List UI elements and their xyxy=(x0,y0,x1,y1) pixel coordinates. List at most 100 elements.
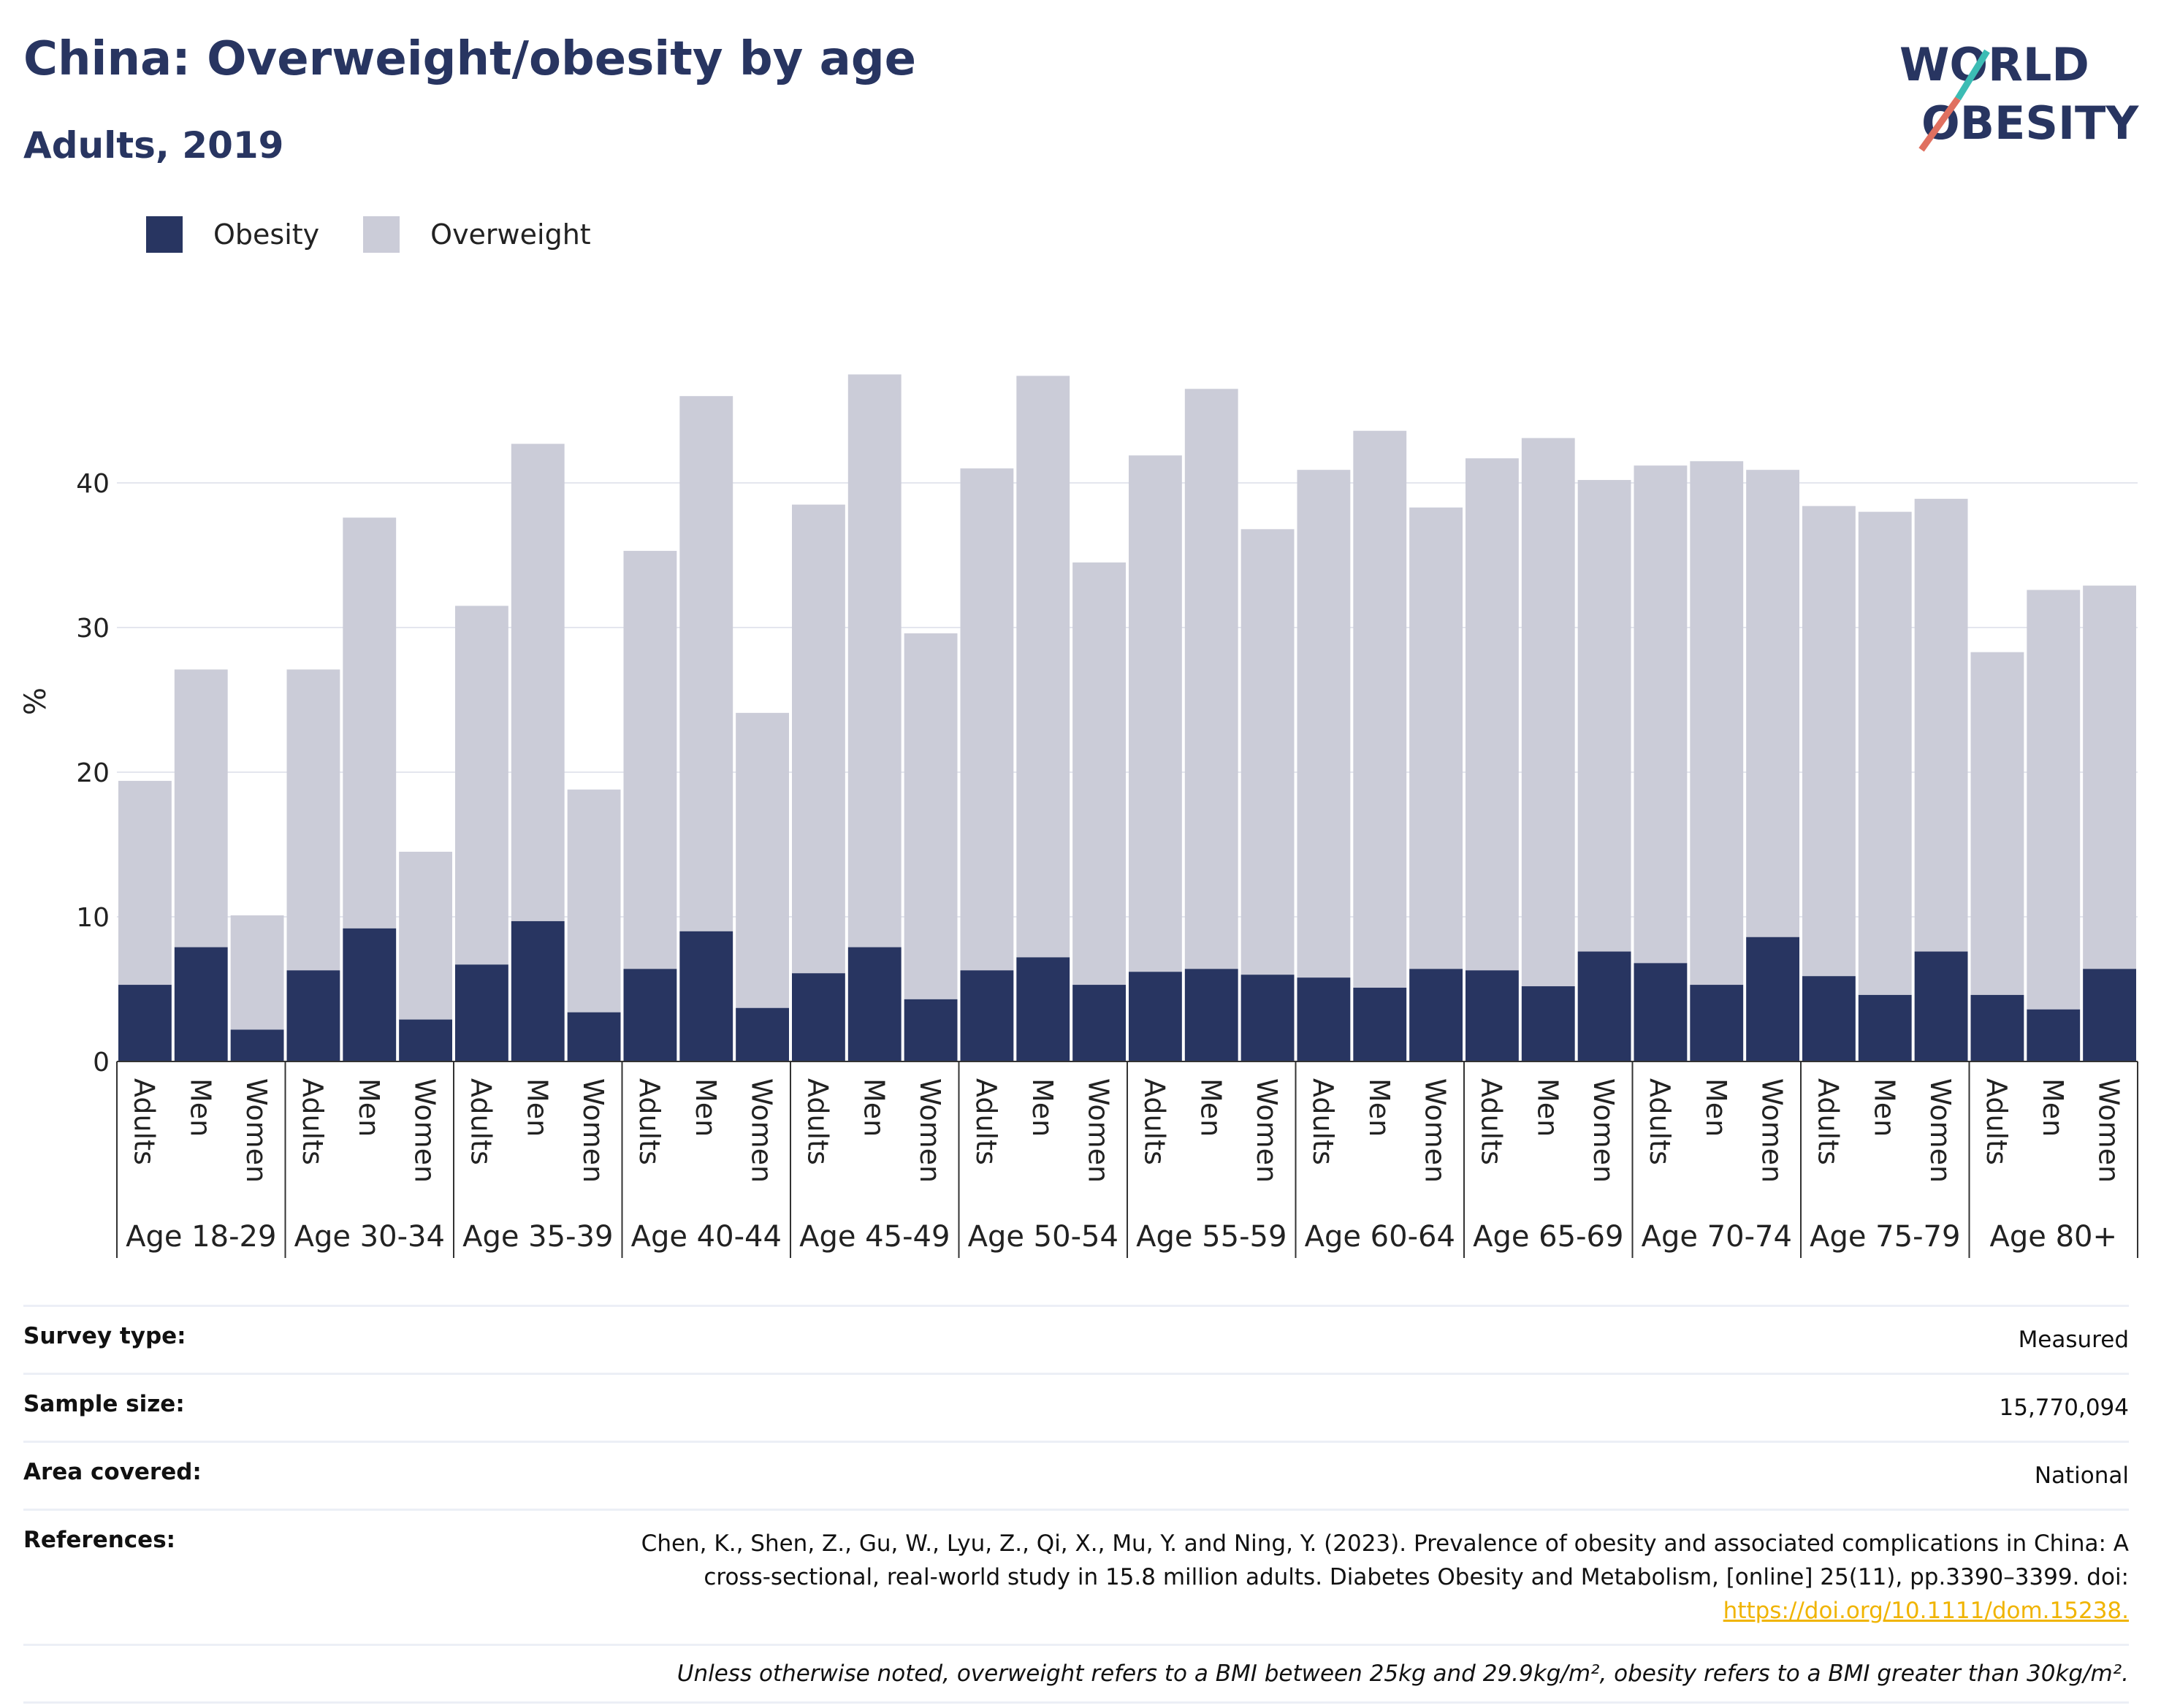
bar-obesity-age-18-29-men xyxy=(174,947,228,1061)
info-row-sample-size: Sample size: 15,770,094 xyxy=(23,1373,2129,1441)
group-label-age-60-64: Age 60-64 xyxy=(1305,1220,1455,1254)
bar-obesity-age-45-49-men xyxy=(847,947,902,1061)
bar-overweight-age-65-69-adults xyxy=(1466,458,1519,971)
bar-overweight-age-30-34-women xyxy=(399,851,452,1020)
x-tick-label-32: Men xyxy=(1868,1078,1900,1137)
x-tick-label-12: Women xyxy=(746,1078,778,1183)
survey-info-table: Survey type: Measured Sample size: 15,77… xyxy=(23,1305,2129,1704)
bar-overweight-age-55-59-men xyxy=(1184,389,1238,969)
x-tick-label-19: Adults xyxy=(1138,1078,1170,1165)
info-row-survey-type: Survey type: Measured xyxy=(23,1305,2129,1373)
bar-overweight-age-45-49-women xyxy=(904,633,958,999)
group-label-age-65-69: Age 65-69 xyxy=(1473,1220,1623,1254)
bar-overweight-age-30-34-men xyxy=(343,517,397,929)
bar-obesity-age-65-69-adults xyxy=(1466,970,1519,1061)
bar-obesity-age-40-44-men xyxy=(679,931,733,1061)
info-row-area-covered: Area covered: National xyxy=(23,1441,2129,1509)
bar-obesity-age-35-39-adults xyxy=(455,964,508,1061)
bar-overweight-age-50-54-adults xyxy=(960,468,1014,971)
legend-item-obesity: Obesity xyxy=(146,216,319,253)
bar-overweight-age-65-69-women xyxy=(1577,480,1631,952)
bar-obesity-age-65-69-men xyxy=(1521,986,1575,1061)
world-obesity-logo: WORLD OBESITY xyxy=(1899,38,2139,152)
bar-overweight-age-55-59-adults xyxy=(1129,455,1182,972)
group-label-age-55-59: Age 55-59 xyxy=(1136,1220,1287,1254)
x-tick-label-28: Adults xyxy=(1644,1078,1676,1165)
reference-doi-link[interactable]: https://doi.org/10.1111/dom.15238. xyxy=(1723,1598,2129,1624)
x-tick-label-33: Women xyxy=(1924,1078,1956,1183)
bar-overweight-age-18-29-adults xyxy=(118,780,172,985)
legend-item-overweight: Overweight xyxy=(363,216,591,253)
x-tick-label-36: Women xyxy=(2093,1078,2125,1183)
bar-obesity-age-50-54-women xyxy=(1072,985,1126,1061)
x-tick-label-6: Women xyxy=(409,1078,441,1183)
bar-obesity-age-30-34-women xyxy=(399,1019,452,1061)
x-tick-label-24: Women xyxy=(1419,1078,1452,1183)
bar-overweight-age-60-64-men xyxy=(1353,430,1407,988)
y-tick-label-30: 30 xyxy=(76,614,110,644)
bar-obesity-age-80--adults xyxy=(1970,994,2024,1061)
x-tick-label-4: Adults xyxy=(297,1078,329,1165)
bar-obesity-age-60-64-men xyxy=(1353,988,1407,1061)
group-label-age-40-44: Age 40-44 xyxy=(631,1220,782,1254)
bar-overweight-age-50-54-men xyxy=(1016,375,1070,958)
x-tick-label-8: Men xyxy=(521,1078,553,1137)
x-tick-label-29: Men xyxy=(1700,1078,1732,1137)
bar-chart: 0 10 20 30 40% Adults Men Women Adults Men Women Ad… xyxy=(19,374,2138,1258)
group-label-age-70-74: Age 70-74 xyxy=(1642,1220,1792,1254)
x-tick-label-10: Adults xyxy=(633,1078,666,1165)
references-value: Chen, K., Shen, Z., Gu, W., Lyu, Z., Qi,… xyxy=(641,1527,2129,1628)
x-tick-label-26: Men xyxy=(1531,1078,1563,1137)
bar-overweight-age-45-49-adults xyxy=(792,504,845,974)
y-tick-label-20: 20 xyxy=(76,758,110,788)
y-axis-label: % xyxy=(19,687,53,715)
group-label-age-80-: Age 80+ xyxy=(1990,1220,2118,1254)
group-label-age-35-39: Age 35-39 xyxy=(462,1220,613,1254)
bar-overweight-age-60-64-adults xyxy=(1297,470,1351,978)
x-tick-label-1: Adults xyxy=(128,1078,160,1165)
x-tick-label-9: Women xyxy=(577,1078,609,1183)
bar-obesity-age-65-69-women xyxy=(1577,951,1631,1061)
legend-swatch-obesity xyxy=(146,216,183,253)
y-tick-label-40: 40 xyxy=(76,469,110,499)
bar-overweight-age-35-39-women xyxy=(567,789,621,1013)
bar-obesity-age-75-79-adults xyxy=(1802,976,1856,1061)
bar-overweight-age-70-74-adults xyxy=(1634,465,1688,964)
bar-obesity-age-80--men xyxy=(2027,1009,2081,1061)
bar-overweight-age-80--men xyxy=(2027,590,2081,1010)
bar-overweight-age-70-74-men xyxy=(1690,461,1744,985)
bar-overweight-age-18-29-women xyxy=(230,915,284,1030)
bar-overweight-age-65-69-men xyxy=(1521,438,1575,987)
x-tick-label-30: Women xyxy=(1756,1078,1788,1183)
group-label-age-30-34: Age 30-34 xyxy=(294,1220,445,1254)
bar-overweight-age-75-79-adults xyxy=(1802,506,1856,977)
bar-obesity-age-60-64-adults xyxy=(1297,977,1351,1061)
svg-text:WORLD: WORLD xyxy=(1899,38,2089,91)
bar-overweight-age-35-39-men xyxy=(511,443,565,921)
y-tick-label-10: 10 xyxy=(76,903,110,933)
sample-size-value: 15,770,094 xyxy=(1999,1395,2130,1421)
bar-obesity-age-35-39-women xyxy=(567,1012,621,1061)
bar-obesity-age-35-39-men xyxy=(511,920,565,1061)
bar-obesity-age-18-29-adults xyxy=(118,985,172,1061)
x-tick-label-3: Women xyxy=(240,1078,272,1183)
reference-text-line1: Chen, K., Shen, Z., Gu, W., Lyu, Z., Qi,… xyxy=(641,1530,2129,1557)
bar-obesity-age-30-34-adults xyxy=(286,970,340,1061)
x-tick-label-2: Men xyxy=(184,1078,216,1137)
bar-obesity-age-70-74-adults xyxy=(1634,963,1688,1061)
chart-subtitle: Adults, 2019 xyxy=(23,124,284,167)
bar-overweight-age-55-59-women xyxy=(1240,529,1295,975)
chart-legend: Obesity Overweight xyxy=(146,216,635,253)
bar-overweight-age-70-74-women xyxy=(1746,470,1799,937)
x-tick-label-11: Men xyxy=(690,1078,722,1137)
legend-label-obesity: Obesity xyxy=(213,218,320,251)
chart-title: China: Overweight/obesity by age xyxy=(23,32,917,86)
bmi-definition-note: Unless otherwise noted, overweight refer… xyxy=(23,1644,2129,1704)
bar-obesity-age-40-44-adults xyxy=(623,969,677,1061)
x-tick-label-21: Women xyxy=(1251,1078,1283,1183)
bar-overweight-age-50-54-women xyxy=(1072,562,1126,985)
survey-type-label: Survey type: xyxy=(23,1323,186,1349)
x-tick-label-7: Adults xyxy=(465,1078,497,1165)
x-tick-label-14: Men xyxy=(858,1078,890,1137)
bar-obesity-age-45-49-women xyxy=(904,999,958,1061)
